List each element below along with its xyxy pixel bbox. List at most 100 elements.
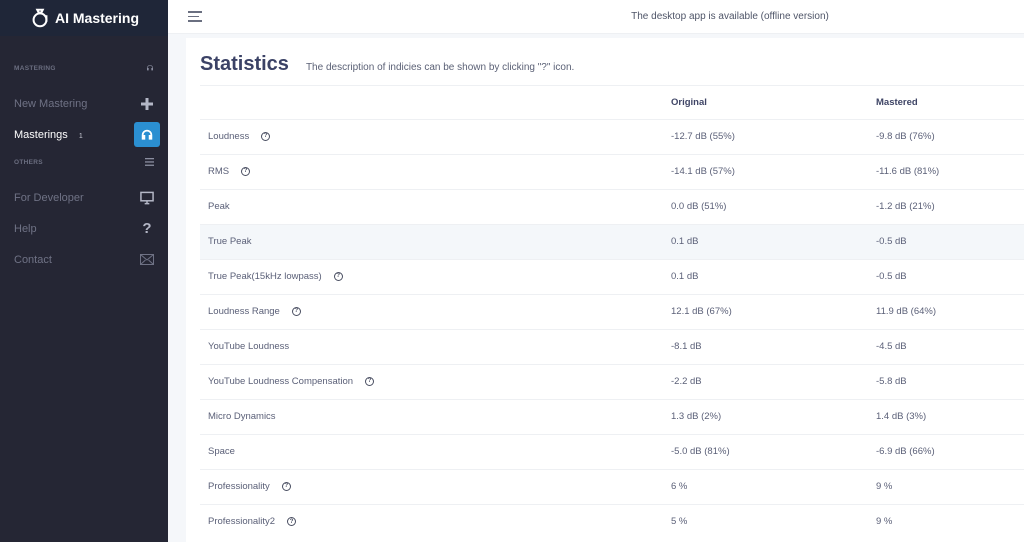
help-question-icon[interactable]: ? — [281, 481, 291, 491]
metric-cell: Peak — [200, 188, 671, 224]
metric-label: Professionality — [208, 481, 270, 492]
table-row: Space -5.0 dB (81%) -6.9 dB (66%) — [200, 433, 1024, 469]
sidebar-item-contact[interactable]: Contact — [0, 244, 168, 275]
column-header-mastered: Mastered — [876, 96, 918, 108]
original-value: -5.0 dB (81%) — [671, 433, 876, 469]
mastered-value: 9 % — [876, 468, 1024, 504]
mastered-value: -0.5 dB — [876, 258, 1024, 294]
table-row: Loudness Range? 12.1 dB (67%) 11.9 dB (64%… — [200, 293, 1024, 329]
mastered-value: -11.6 dB (81%) — [876, 153, 1024, 189]
table-row: Loudness? -12.7 dB (55%) -9.8 dB (76%) — [200, 118, 1024, 154]
app-name: AI Mastering — [54, 10, 139, 26]
list-icon — [145, 158, 154, 166]
page-subtitle: The description of indicies can be shown… — [305, 62, 575, 73]
column-header-metric — [200, 86, 671, 119]
headphones-icon — [141, 129, 153, 140]
sidebar-item-help[interactable]: Help ? — [0, 213, 168, 244]
original-value: 12.1 dB (67%) — [671, 293, 876, 329]
mastered-value: 1.4 dB (3%) — [876, 398, 1024, 434]
metric-cell: True Peak(15kHz lowpass)? — [200, 258, 671, 294]
section-mastering: MASTERING — [0, 61, 168, 75]
original-value: -2.2 dB — [671, 363, 876, 399]
metric-cell: YouTube Loudness — [200, 328, 671, 364]
mastered-value: -6.9 dB (66%) — [876, 433, 1024, 469]
sidebar-item-label: New Mastering — [14, 97, 88, 110]
metric-label: Peak — [208, 201, 230, 212]
metric-cell: Professionality2? — [200, 503, 671, 539]
original-value: -8.1 dB — [671, 328, 876, 364]
metric-label: True Peak(15kHz lowpass) — [208, 271, 322, 282]
help-question-icon[interactable]: ? — [365, 376, 375, 386]
page-header: Statistics The description of indicies c… — [200, 38, 1024, 86]
metric-cell: True Peak — [200, 223, 671, 259]
original-value: 0.1 dB — [671, 258, 876, 294]
table-row: Professionality? 6 % 9 % — [200, 468, 1024, 504]
table-header-row: Original Mastered — [200, 86, 1024, 119]
metric-cell: Professionality? — [200, 468, 671, 504]
metric-label: Micro Dynamics — [208, 411, 276, 422]
original-value: 0.1 dB — [671, 223, 876, 259]
sidebar-item-label: Help — [14, 222, 37, 235]
help-question-icon[interactable]: ? — [291, 306, 301, 316]
sidebar-item-label: Contact — [14, 253, 52, 266]
sidebar-item-masterings[interactable]: Masterings 1 — [0, 119, 168, 150]
original-value: -12.7 dB (55%) — [671, 118, 876, 154]
mastered-value: -1.2 dB (21%) — [876, 188, 1024, 224]
top-bar: The desktop app is available (offline ve… — [168, 0, 1024, 34]
metric-label: RMS — [208, 166, 230, 177]
help-question-icon[interactable]: ? — [241, 166, 251, 176]
section-label: MASTERING — [14, 64, 56, 72]
statistics-table: Original Mastered Loudness? -12.7 dB (55%… — [200, 86, 1024, 539]
statistics-panel: Statistics The description of indicies c… — [186, 38, 1024, 542]
metric-label: True Peak — [208, 236, 252, 247]
table-row: Peak 0.0 dB (51%) -1.2 dB (21%) — [200, 188, 1024, 224]
sidebar-item-new-mastering[interactable]: New Mastering — [0, 88, 168, 119]
help-question-icon[interactable]: ? — [261, 131, 271, 141]
mastered-value: -9.8 dB (76%) — [876, 118, 1024, 154]
table-row: YouTube Loudness Compensation? -2.2 dB -5.… — [200, 363, 1024, 399]
masterings-count-badge: 1 — [78, 132, 83, 140]
metric-cell: Loudness Range? — [200, 293, 671, 329]
sidebar-item-for-developer[interactable]: For Developer — [0, 182, 168, 213]
table-row: True Peak 0.1 dB -0.5 dB — [200, 223, 1024, 259]
help-question-icon[interactable]: ? — [333, 271, 343, 281]
mastered-value: 9 % — [876, 503, 1024, 539]
sidebar-item-label: For Developer — [14, 191, 84, 204]
app-logo[interactable]: AI Mastering — [0, 0, 168, 36]
metric-label: YouTube Loudness — [208, 341, 290, 352]
sidebar: AI Mastering MASTERING New Mastering Mas… — [0, 0, 168, 542]
mastered-value: -0.5 dB — [876, 223, 1024, 259]
original-value: 5 % — [671, 503, 876, 539]
metric-cell: RMS? — [200, 153, 671, 189]
monitor-icon — [140, 191, 154, 205]
mastered-value: -5.8 dB — [876, 363, 1024, 399]
mail-icon — [140, 253, 154, 267]
plus-icon — [140, 97, 154, 111]
table-row: Micro Dynamics 1.3 dB (2%) 1.4 dB (3%) — [200, 398, 1024, 434]
original-value: 0.0 dB (51%) — [671, 188, 876, 224]
question-icon: ? — [142, 220, 152, 237]
table-row: YouTube Loudness -8.1 dB -4.5 dB — [200, 328, 1024, 364]
table-row: Professionality2? 5 % 9 % — [200, 503, 1024, 539]
original-value: 6 % — [671, 468, 876, 504]
mastered-value: -4.5 dB — [876, 328, 1024, 364]
column-header-original: Original — [671, 96, 707, 108]
metric-label: Loudness Range — [208, 306, 280, 317]
section-label: OTHERS — [14, 158, 43, 166]
mastered-value: 11.9 dB (64%) — [876, 293, 1024, 329]
original-value: 1.3 dB (2%) — [671, 398, 876, 434]
metric-cell: Space — [200, 433, 671, 469]
metric-label: Professionality2 — [208, 516, 276, 528]
masterings-active-button[interactable] — [134, 122, 160, 147]
menu-toggle-icon[interactable] — [188, 11, 202, 22]
headphones-icon — [147, 65, 153, 71]
table-row: True Peak(15kHz lowpass)? 0.1 dB -0.5 dB — [200, 258, 1024, 294]
help-question-icon[interactable]: ? — [287, 517, 297, 527]
desktop-app-link[interactable]: The desktop app is available (offline ve… — [631, 11, 829, 22]
metric-label: YouTube Loudness Compensation — [208, 376, 354, 387]
metric-label: Loudness — [208, 131, 250, 142]
sidebar-item-label: Masterings — [14, 128, 68, 141]
metric-cell: Loudness? — [200, 118, 671, 154]
page-title: Statistics — [200, 53, 289, 75]
metric-label: Space — [208, 446, 235, 457]
